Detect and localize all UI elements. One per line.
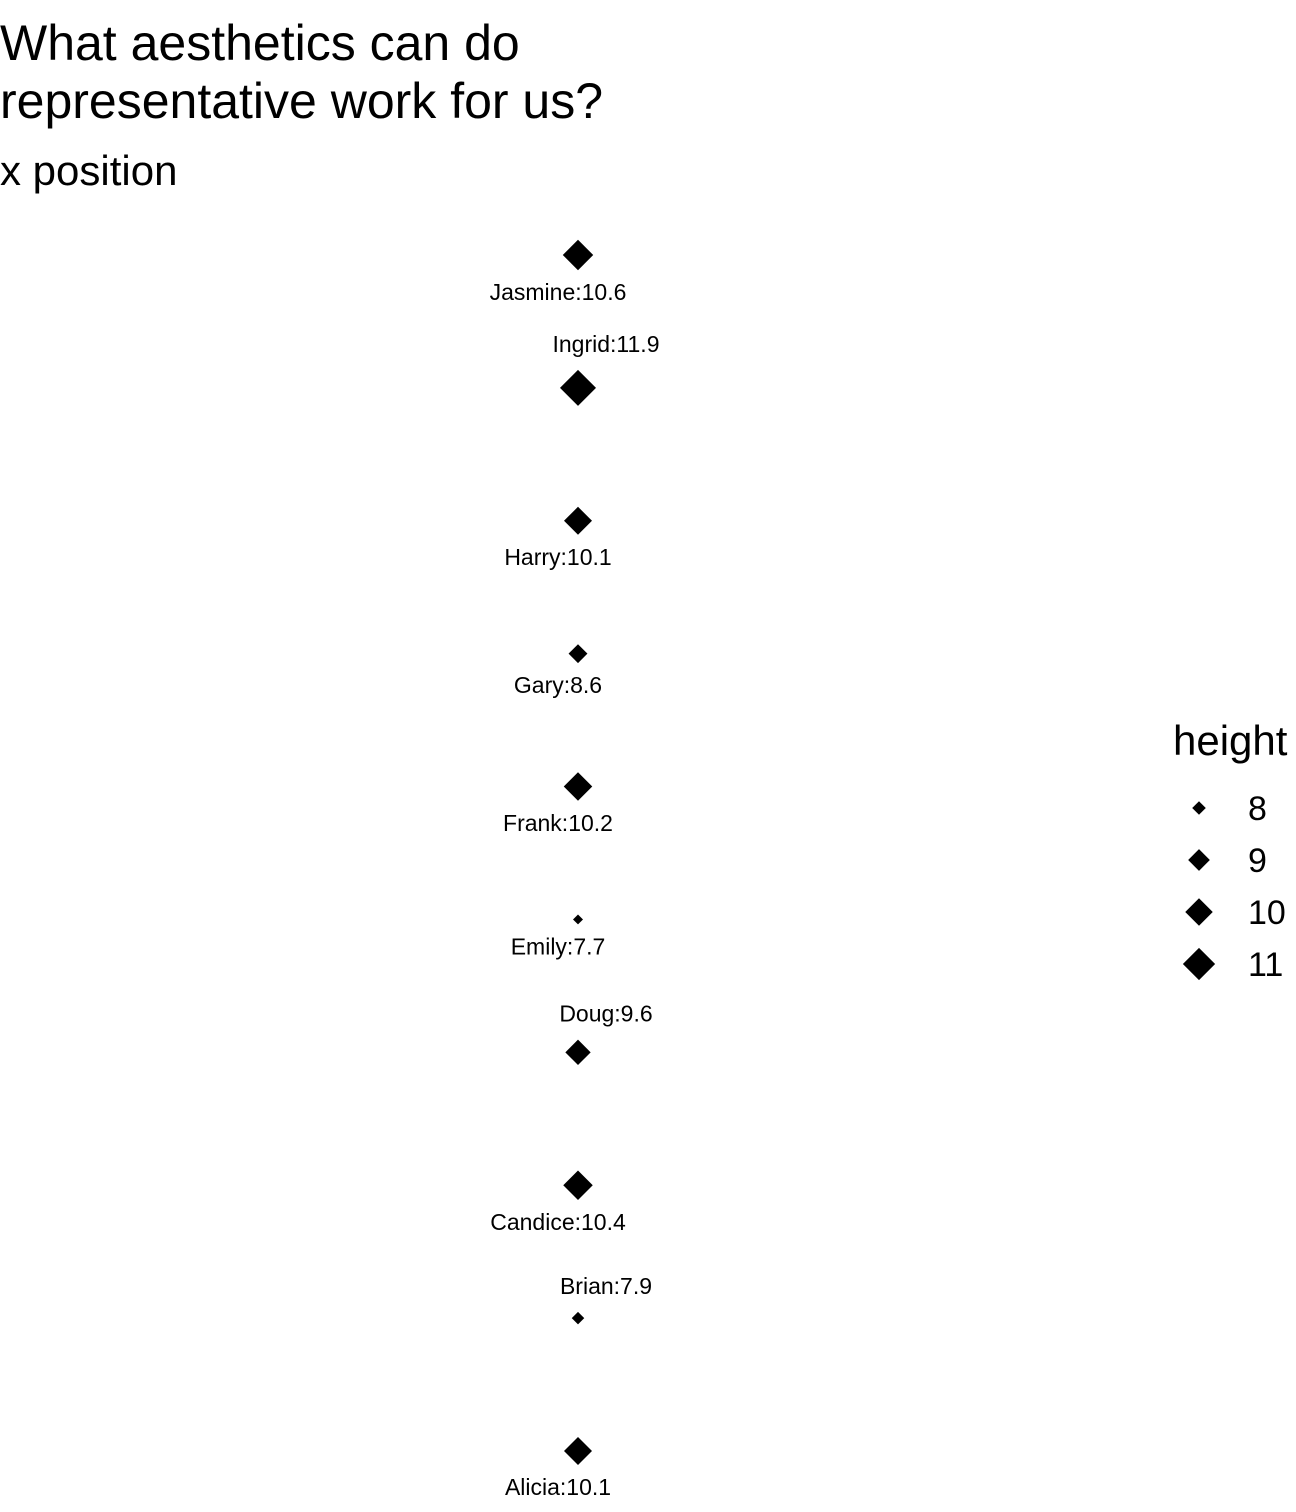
- point-label: Candice:10.4: [490, 1209, 626, 1235]
- legend-entry-8: 8: [1192, 790, 1267, 828]
- point-label: Gary:8.6: [514, 672, 602, 698]
- legend-label: 9: [1248, 842, 1267, 880]
- data-point-candice: Candice:10.4: [490, 1170, 626, 1235]
- point-marker: [564, 1437, 592, 1465]
- point-label: Emily:7.7: [511, 933, 606, 959]
- points-layer: Alicia:10.1 Brian:7.9 Candice:10.4 Doug:9.6…: [490, 239, 660, 1500]
- legend-label: 11: [1248, 946, 1283, 984]
- legend-title: height: [1173, 717, 1288, 764]
- point-marker: [571, 1311, 585, 1325]
- chart-subtitle: x position: [0, 147, 178, 194]
- chart-title: What aesthetics can do representative wo…: [0, 15, 604, 129]
- point-marker: [560, 369, 596, 406]
- data-point-emily: Emily:7.7: [511, 914, 606, 959]
- point-marker: [565, 1039, 591, 1065]
- data-point-alicia: Alicia:10.1: [505, 1437, 611, 1500]
- point-marker: [573, 914, 583, 925]
- point-label: Doug:9.6: [559, 1001, 652, 1027]
- legend-label: 8: [1248, 790, 1267, 828]
- legend-entry-11: 11: [1182, 946, 1283, 984]
- point-label: Jasmine:10.6: [490, 279, 627, 305]
- point-label: Frank:10.2: [503, 810, 613, 836]
- point-label: Alicia:10.1: [505, 1474, 611, 1500]
- data-point-harry: Harry:10.1: [504, 506, 612, 570]
- point-marker: [563, 1170, 593, 1200]
- data-point-jasmine: Jasmine:10.6: [490, 239, 627, 305]
- point-marker: [563, 772, 593, 801]
- legend-entry-9: 9: [1188, 842, 1267, 880]
- data-point-ingrid: Ingrid:11.9: [553, 331, 660, 406]
- legend-key: [1188, 849, 1210, 871]
- point-marker: [562, 239, 594, 271]
- data-point-brian: Brian:7.9: [560, 1273, 652, 1325]
- point-marker: [564, 506, 592, 535]
- point-label: Brian:7.9: [560, 1273, 652, 1299]
- legend-key: [1185, 898, 1213, 926]
- point-label: Harry:10.1: [504, 544, 611, 570]
- legend-key: [1192, 801, 1206, 815]
- point-marker: [568, 644, 588, 664]
- data-point-gary: Gary:8.6: [514, 644, 602, 698]
- data-point-doug: Doug:9.6: [559, 1001, 653, 1065]
- legend: height 8 9 10 11: [1173, 717, 1288, 984]
- legend-entry-10: 10: [1185, 894, 1286, 932]
- point-label: Ingrid:11.9: [553, 331, 660, 357]
- data-point-frank: Frank:10.2: [503, 772, 613, 836]
- legend-label: 10: [1248, 894, 1286, 932]
- legend-key: [1182, 947, 1216, 981]
